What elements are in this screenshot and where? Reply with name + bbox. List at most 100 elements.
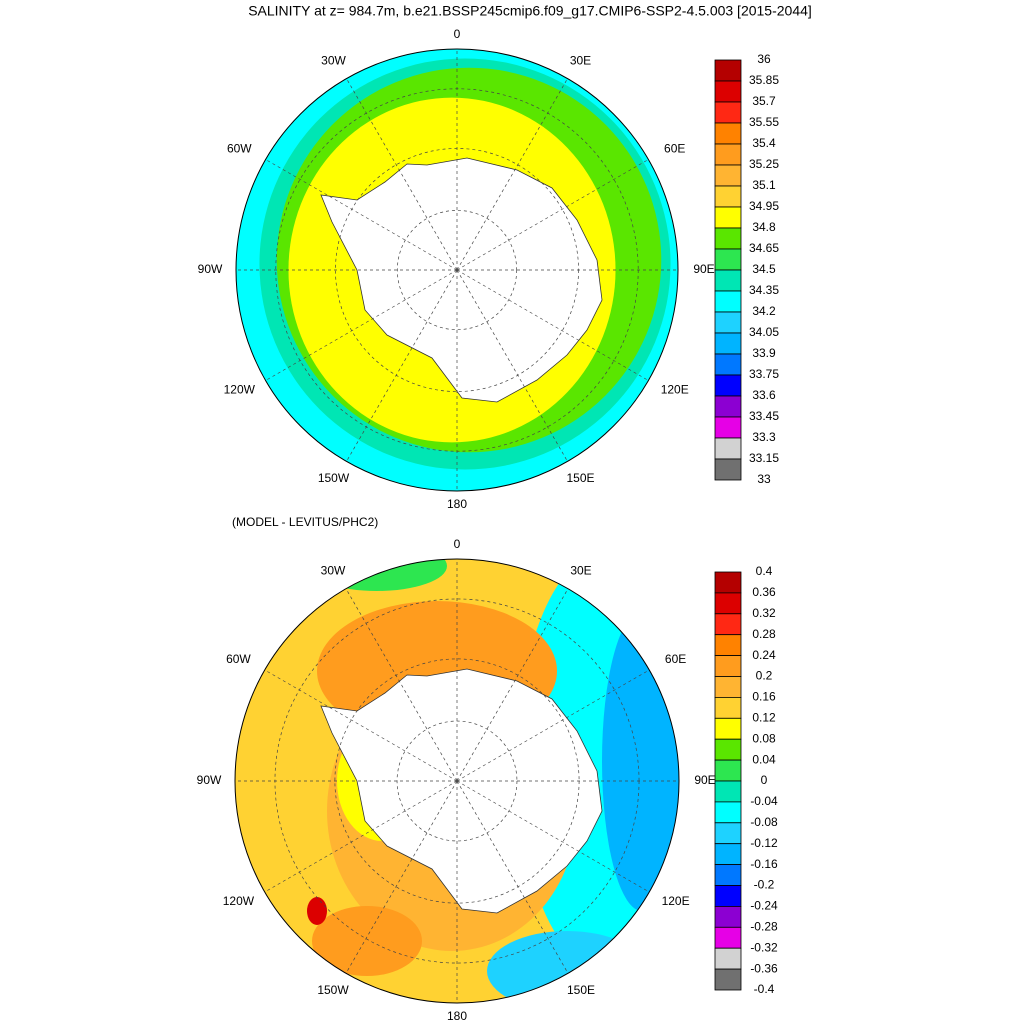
colorbar-label: -0.28: [750, 919, 778, 933]
colorbar-label: 33.45: [749, 409, 779, 423]
colorbar-box: [714, 227, 742, 250]
colorbar-box: [714, 59, 742, 82]
longitude-label: 150W: [318, 471, 350, 485]
longitude-label: 90E: [693, 262, 714, 276]
colorbar-box: [714, 437, 742, 460]
colorbar-label: 0: [761, 773, 768, 787]
colorbar-box: [714, 822, 742, 845]
longitude-label: 90W: [198, 262, 223, 276]
longitude-label: 150E: [566, 471, 594, 485]
colorbar-label: 0.28: [752, 627, 776, 641]
longitude-label: 120E: [661, 383, 689, 397]
colorbar-box: [714, 571, 742, 594]
field-region: [487, 931, 647, 1003]
longitude-label: 0: [454, 27, 461, 41]
map: [236, 49, 678, 491]
colorbar-box: [714, 717, 742, 740]
longitude-label: 60W: [226, 652, 251, 666]
colorbar-label: 0.12: [752, 710, 776, 724]
colorbar-box: [714, 906, 742, 928]
colorbar-label: 0.32: [752, 606, 776, 620]
colorbar-label: -0.2: [754, 878, 775, 892]
colorbar-box: [714, 164, 742, 187]
colorbar-box: [714, 864, 742, 886]
colorbar-box: [714, 311, 742, 334]
colorbar-box: [714, 697, 742, 719]
longitude-label: 90E: [694, 773, 715, 787]
meridian: [456, 78, 568, 271]
colorbar-box: [714, 676, 742, 698]
meridian: [264, 669, 458, 782]
colorbar-label: -0.32: [750, 940, 778, 954]
colorbar-box: [714, 458, 742, 481]
colorbar-label: 0.4: [756, 564, 773, 578]
colorbar-box: [714, 885, 742, 907]
antarctica: [320, 668, 603, 914]
colorbar-label: 34.95: [749, 199, 779, 213]
map-border: [234, 558, 680, 1004]
colorbar-label: 33.6: [752, 388, 776, 402]
colorbar-label: -0.36: [750, 961, 778, 975]
antarctica: [320, 157, 603, 403]
colorbar-box: [714, 248, 742, 271]
colorbar-label: 0.36: [752, 585, 776, 599]
latitude-line: [396, 720, 518, 842]
colorbar-label: -0.4: [754, 982, 775, 996]
longitude-label: 150E: [567, 983, 595, 997]
meridian: [345, 780, 458, 974]
longitude-label: 30E: [570, 564, 591, 578]
longitude-label: 0: [454, 537, 461, 551]
colorbar-label: 0.08: [752, 731, 776, 745]
colorbar-label: -0.08: [750, 815, 778, 829]
colorbar-box: [714, 206, 742, 229]
map-border: [235, 48, 679, 492]
colorbar-label: -0.16: [750, 857, 778, 871]
meridian: [346, 269, 458, 462]
colorbar-label: 33.9: [752, 346, 776, 360]
colorbar-box: [714, 801, 742, 824]
colorbar-box: [714, 947, 742, 970]
meridian: [346, 78, 458, 271]
title: SALINITY at z= 984.7m, b.e21.BSSP245cmip…: [248, 3, 812, 19]
longitude-label: 180: [447, 1009, 467, 1023]
colorbar-label: 35.4: [752, 136, 776, 150]
colorbar-box: [714, 185, 742, 208]
meridian: [265, 159, 458, 271]
meridian: [456, 669, 650, 782]
colorbar-box: [714, 80, 742, 103]
colorbar-label: 36: [757, 52, 771, 66]
colorbar-box: [714, 843, 742, 866]
meridian: [456, 269, 649, 381]
colorbar-label: 34.8: [752, 220, 776, 234]
longitude-label: 120E: [662, 894, 690, 908]
colorbar-label: 34.5: [752, 262, 776, 276]
longitude-label: 180: [447, 497, 467, 511]
colorbar-box: [714, 269, 742, 292]
colorbar-label: -0.24: [750, 899, 778, 913]
colorbar-box: [714, 290, 742, 313]
colorbar-box: [714, 395, 742, 418]
colorbar-box: [714, 655, 742, 677]
longitude-label: 120W: [223, 894, 255, 908]
longitude-label: 60E: [665, 652, 686, 666]
colorbar-box: [714, 143, 742, 166]
colorbar-label: 0.2: [756, 669, 773, 683]
colorbar-label: 34.05: [749, 325, 779, 339]
colorbar-box: [714, 926, 742, 949]
colorbar-box: [714, 416, 742, 439]
meridian: [456, 780, 569, 974]
longitude-label: 30W: [321, 564, 346, 578]
longitude-label: 30E: [570, 53, 591, 67]
field-region: [307, 897, 327, 925]
colorbar-box: [714, 780, 742, 803]
colorbar-box: [714, 122, 742, 145]
colorbar-label: 34.35: [749, 283, 779, 297]
colorbar-box: [714, 759, 742, 782]
colorbar-box: [714, 101, 742, 124]
colorbar-label: 33.15: [749, 451, 779, 465]
colorbar-box: [714, 613, 742, 636]
colorbar-box: [714, 353, 742, 376]
colorbar-label: 35.85: [749, 73, 779, 87]
colorbar-label: 0.04: [752, 752, 776, 766]
colorbar-box: [714, 634, 742, 657]
